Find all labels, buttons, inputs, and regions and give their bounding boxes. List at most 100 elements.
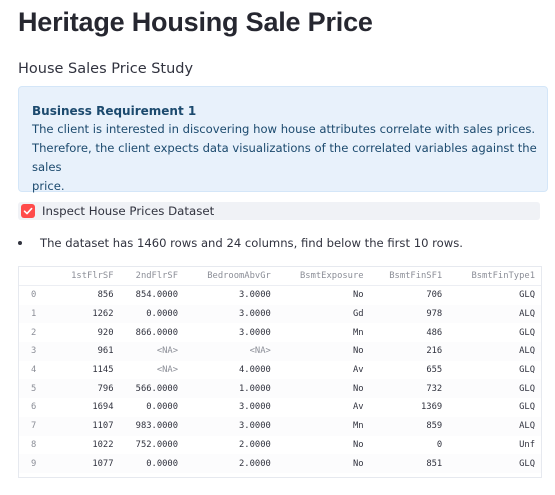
table-cell[interactable]: No (276, 454, 370, 473)
table-cell[interactable]: 0 (369, 435, 449, 455)
inspect-dataset-checkbox-label[interactable]: Inspect House Prices Dataset (42, 204, 215, 218)
table-cell[interactable]: Av (276, 360, 370, 380)
table-cell[interactable]: 3.0000 (184, 323, 277, 343)
table-cell[interactable]: 983.0000 (119, 416, 185, 436)
table-cell[interactable]: No (276, 285, 370, 305)
row-index: 3 (19, 342, 55, 361)
dataset-summary-text: The dataset has 1460 rows and 24 columns… (40, 236, 463, 250)
info-box-title: Business Requirement 1 (32, 104, 197, 118)
table-cell[interactable]: 752.0000 (119, 435, 185, 455)
table-cell[interactable]: ALQ (448, 342, 541, 361)
table-cell[interactable]: 920 (55, 323, 120, 343)
table-cell[interactable]: 2.0000 (184, 454, 277, 473)
table-cell[interactable]: ALQ (448, 416, 541, 436)
column-header[interactable]: BsmtFinSF1 (369, 267, 449, 286)
table-cell[interactable]: No (276, 379, 370, 399)
info-box-line-3: price. (32, 179, 65, 193)
table-cell[interactable]: GLQ (448, 398, 541, 417)
info-box-line-2: Therefore, the client expects data visua… (32, 141, 537, 174)
table-cell[interactable]: 796 (55, 379, 120, 399)
table-row: 9 1077 0.0000 2.0000 No 851 GLQ (19, 454, 541, 473)
table-cell[interactable]: 866.0000 (119, 323, 185, 343)
table-cell[interactable]: <NA> (184, 342, 277, 361)
table-cell[interactable]: 1.0000 (184, 379, 277, 399)
table-cell[interactable]: 1107 (55, 416, 120, 436)
table-cell[interactable]: GLQ (448, 285, 541, 305)
table-cell[interactable]: 851 (369, 454, 449, 473)
dataset-summary-bullet: The dataset has 1460 rows and 24 columns… (18, 236, 463, 250)
table-cell[interactable]: 706 (369, 285, 449, 305)
column-header[interactable]: 1stFlrSF (55, 267, 120, 286)
table-cell[interactable]: GLQ (448, 379, 541, 399)
table-cell[interactable]: 486 (369, 323, 449, 343)
table-cell[interactable]: 3.0000 (184, 304, 277, 324)
table-cell[interactable]: 1369 (369, 398, 449, 417)
table-cell[interactable]: Unf (448, 435, 541, 455)
table-cell[interactable]: 978 (369, 304, 449, 324)
table-cell[interactable]: 655 (369, 360, 449, 380)
column-header[interactable]: BsmtExposure (276, 267, 370, 286)
dataset-table[interactable]: 1stFlrSF 2ndFlrSF BedroomAbvGr BsmtExpos… (18, 266, 542, 478)
table-header-row: 1stFlrSF 2ndFlrSF BedroomAbvGr BsmtExpos… (19, 267, 541, 286)
table-cell[interactable]: 856 (55, 285, 120, 305)
table-cell[interactable]: <NA> (119, 360, 185, 380)
info-box-line-1: The client is interested in discovering … (32, 122, 536, 136)
table-cell[interactable]: Mn (276, 416, 370, 436)
row-index: 6 (19, 398, 55, 417)
table-cell[interactable]: Gd (276, 304, 370, 324)
table-cell[interactable]: 3.0000 (184, 398, 277, 417)
table-cell[interactable]: 4.0000 (184, 360, 277, 380)
row-index: 7 (19, 416, 55, 436)
table-cell[interactable]: No (276, 342, 370, 361)
table-cell[interactable]: GLQ (448, 323, 541, 343)
table-cell[interactable]: 0.0000 (119, 398, 185, 417)
table-cell[interactable]: 1694 (55, 398, 120, 417)
table-cell[interactable]: 1022 (55, 435, 120, 455)
table-row: 1 1262 0.0000 3.0000 Gd 978 ALQ (19, 304, 541, 324)
bullet-icon (18, 241, 22, 245)
table-cell[interactable]: 566.0000 (119, 379, 185, 399)
table-cell[interactable]: 1077 (55, 454, 120, 473)
table-cell[interactable]: ALQ (448, 304, 541, 324)
table-cell[interactable]: Av (276, 398, 370, 417)
column-header[interactable]: BedroomAbvGr (184, 267, 277, 286)
table-cell[interactable]: 859 (369, 416, 449, 436)
inspect-dataset-checkbox[interactable] (21, 204, 35, 218)
table-row: 8 1022 752.0000 2.0000 No 0 Unf (19, 435, 541, 455)
column-header[interactable]: BsmtFinType1 (448, 267, 541, 286)
checkmark-icon (23, 207, 33, 215)
table-cell[interactable]: 3.0000 (184, 416, 277, 436)
row-index: 1 (19, 304, 55, 324)
table-cell[interactable]: 854.0000 (119, 285, 185, 305)
table-row: 7 1107 983.0000 3.0000 Mn 859 ALQ (19, 416, 541, 436)
table-row: 4 1145 <NA> 4.0000 Av 655 GLQ (19, 360, 541, 380)
column-header[interactable]: 2ndFlrSF (119, 267, 185, 286)
table-cell[interactable]: <NA> (119, 342, 185, 361)
table-cell[interactable]: GLQ (448, 360, 541, 380)
row-index: 2 (19, 323, 55, 343)
index-column-header (19, 267, 55, 286)
table-row: 6 1694 0.0000 3.0000 Av 1369 GLQ (19, 398, 541, 417)
table-cell[interactable]: 216 (369, 342, 449, 361)
table-cell[interactable]: 961 (55, 342, 120, 361)
row-index: 4 (19, 360, 55, 380)
table-cell[interactable]: 0.0000 (119, 304, 185, 324)
table-cell[interactable]: 1145 (55, 360, 120, 380)
table-cell[interactable]: No (276, 435, 370, 455)
table-row: 3 961 <NA> <NA> No 216 ALQ (19, 342, 541, 361)
table-cell[interactable]: Mn (276, 323, 370, 343)
table-cell[interactable]: 732 (369, 379, 449, 399)
table-cell[interactable]: 0.0000 (119, 454, 185, 473)
table-row: 2 920 866.0000 3.0000 Mn 486 GLQ (19, 323, 541, 343)
table-row: 0 856 854.0000 3.0000 No 706 GLQ (19, 285, 541, 305)
row-index: 0 (19, 285, 55, 305)
inspect-dataset-checkbox-row[interactable]: Inspect House Prices Dataset (18, 202, 540, 220)
row-index: 5 (19, 379, 55, 399)
page-subtitle: House Sales Price Study (18, 61, 194, 77)
table-cell[interactable]: 1262 (55, 304, 120, 324)
table-cell[interactable]: GLQ (448, 454, 541, 473)
table-cell[interactable]: 3.0000 (184, 285, 277, 305)
row-index: 8 (19, 435, 55, 455)
table-cell[interactable]: 2.0000 (184, 435, 277, 455)
page-title: Heritage Housing Sale Price (18, 7, 373, 37)
